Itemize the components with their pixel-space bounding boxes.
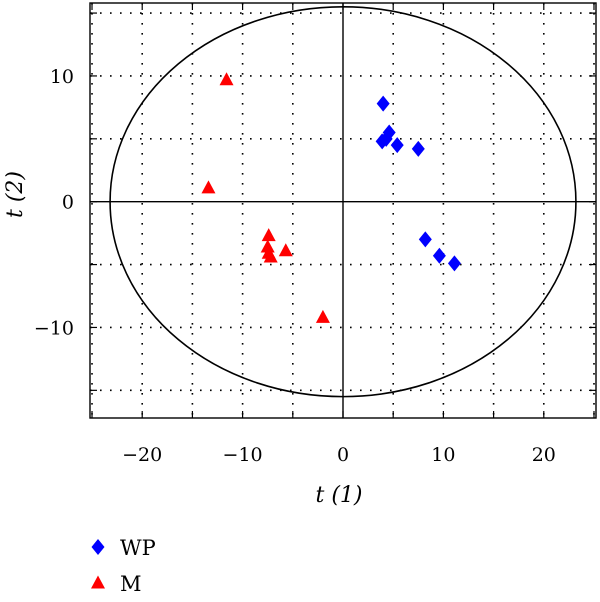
legend-marker-m <box>91 575 105 589</box>
x-tick-label-4: 20 <box>532 444 556 466</box>
wp-point-7 <box>432 247 446 264</box>
wp-point-3 <box>375 133 389 150</box>
confidence-ellipse-group <box>109 5 577 398</box>
legend-label-wp: WP <box>120 536 156 560</box>
x-axis-label: t (1) <box>316 483 363 508</box>
legend-label-m: M <box>120 572 142 596</box>
wp-point-6 <box>418 231 432 248</box>
m-point-6 <box>263 249 278 263</box>
m-point-4 <box>278 243 293 257</box>
wp-point-4 <box>390 137 404 154</box>
wp-point-5 <box>411 140 425 157</box>
x-tick-label-3: 10 <box>431 444 455 466</box>
axis-labels: t (1) t (2) <box>3 171 363 508</box>
legend: WP M <box>91 536 156 596</box>
wp-point-8 <box>447 255 461 272</box>
m-point-7 <box>315 309 330 323</box>
x-tick-label-1: −10 <box>223 444 263 466</box>
confidence-ellipse <box>109 5 577 398</box>
x-tick-label-2: 0 <box>337 444 349 466</box>
legend-marker-wp <box>91 539 105 555</box>
x-tick-label-0: −20 <box>122 444 162 466</box>
axes <box>89 2 597 419</box>
y-axis-label: t (2) <box>3 171 28 218</box>
m-point-0 <box>219 72 234 86</box>
m-point-1 <box>201 180 216 194</box>
tick-labels: −20 −10 0 10 20 10 0 −10 <box>34 66 556 466</box>
m-point-2 <box>261 228 276 242</box>
m-point-3 <box>260 239 275 253</box>
data-points <box>201 72 461 323</box>
y-tick-label-0: 10 <box>50 66 74 88</box>
y-tick-label-2: −10 <box>34 317 74 339</box>
y-tick-label-1: 0 <box>62 192 74 214</box>
wp-point-0 <box>376 95 390 112</box>
